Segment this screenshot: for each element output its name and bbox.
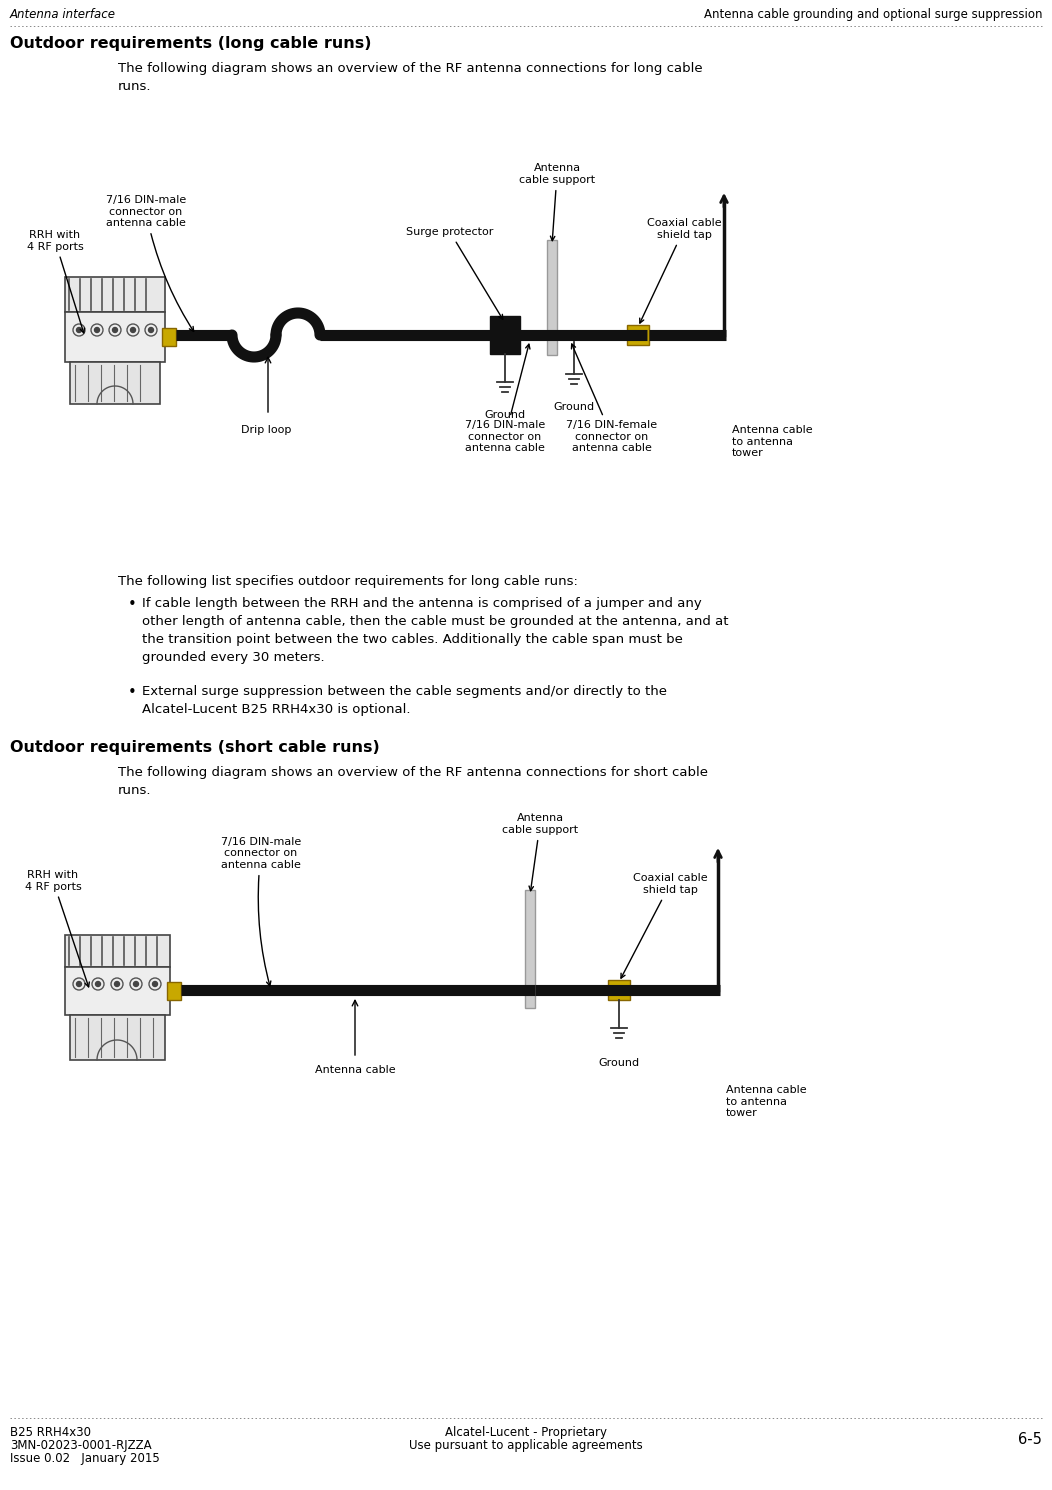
Bar	[490, 316, 520, 355]
Text: Coaxial cable
shield tap: Coaxial cable shield tap	[621, 873, 707, 977]
Text: Ground: Ground	[553, 402, 594, 413]
Text: Alcatel-Lucent - Proprietary: Alcatel-Lucent - Proprietary	[445, 1426, 607, 1439]
Text: Antenna cable grounding and optional surge suppression: Antenna cable grounding and optional sur…	[704, 7, 1041, 21]
Text: RRH with
4 RF ports: RRH with 4 RF ports	[24, 870, 89, 986]
Text: 7/16 DIN-male
connector on
antenna cable: 7/16 DIN-male connector on antenna cable	[465, 344, 545, 453]
Text: The following diagram shows an overview of the RF antenna connections for short : The following diagram shows an overview …	[118, 766, 708, 797]
Text: Antenna cable: Antenna cable	[315, 1065, 396, 1074]
Text: The following diagram shows an overview of the RF antenna connections for long c: The following diagram shows an overview …	[118, 63, 703, 92]
Text: Surge protector: Surge protector	[406, 226, 503, 319]
Circle shape	[77, 328, 81, 332]
Text: Antenna
cable support: Antenna cable support	[519, 164, 595, 241]
Text: The following list specifies outdoor requirements for long cable runs:: The following list specifies outdoor req…	[118, 575, 578, 589]
Bar	[65, 936, 170, 967]
Text: Ground: Ground	[599, 1058, 640, 1068]
Bar	[608, 980, 630, 1000]
Text: 3MN-02023-0001-RJZZA: 3MN-02023-0001-RJZZA	[11, 1439, 151, 1451]
Circle shape	[134, 982, 139, 986]
Circle shape	[148, 328, 154, 332]
Text: External surge suppression between the cable segments and/or directly to the
Alc: External surge suppression between the c…	[142, 685, 667, 717]
Bar	[547, 240, 557, 355]
Bar	[162, 328, 176, 346]
Circle shape	[130, 328, 136, 332]
Bar	[525, 890, 535, 1009]
Text: •: •	[128, 685, 137, 700]
Text: Coaxial cable
shield tap: Coaxial cable shield tap	[640, 219, 722, 323]
Bar	[70, 1015, 165, 1059]
Bar	[65, 277, 165, 311]
Circle shape	[113, 328, 118, 332]
Circle shape	[153, 982, 158, 986]
Bar	[167, 982, 181, 1000]
Text: Antenna interface: Antenna interface	[11, 7, 116, 21]
Text: Issue 0.02   January 2015: Issue 0.02 January 2015	[11, 1451, 160, 1465]
Text: •: •	[128, 597, 137, 612]
Text: Antenna cable
to antenna
tower: Antenna cable to antenna tower	[732, 425, 812, 459]
Text: Antenna cable
to antenna
tower: Antenna cable to antenna tower	[726, 1085, 807, 1118]
Text: 7/16 DIN-male
connector on
antenna cable: 7/16 DIN-male connector on antenna cable	[106, 195, 194, 331]
Text: Antenna
cable support: Antenna cable support	[502, 814, 578, 891]
Text: Outdoor requirements (short cable runs): Outdoor requirements (short cable runs)	[11, 741, 380, 755]
Circle shape	[77, 982, 81, 986]
Circle shape	[95, 328, 100, 332]
Text: RRH with
4 RF ports: RRH with 4 RF ports	[26, 229, 84, 332]
Bar	[70, 362, 160, 404]
Text: 7/16 DIN-male
connector on
antenna cable: 7/16 DIN-male connector on antenna cable	[221, 837, 301, 986]
Circle shape	[115, 982, 120, 986]
Text: Outdoor requirements (long cable runs): Outdoor requirements (long cable runs)	[11, 36, 371, 51]
Text: B25 RRH4x30: B25 RRH4x30	[11, 1426, 92, 1439]
Text: Use pursuant to applicable agreements: Use pursuant to applicable agreements	[409, 1439, 643, 1451]
Bar	[627, 325, 649, 346]
Bar	[65, 967, 170, 1015]
Text: Drip loop: Drip loop	[241, 425, 291, 435]
Text: Ground: Ground	[484, 410, 526, 420]
Circle shape	[96, 982, 101, 986]
Text: If cable length between the RRH and the antenna is comprised of a jumper and any: If cable length between the RRH and the …	[142, 597, 728, 665]
Text: 7/16 DIN-female
connector on
antenna cable: 7/16 DIN-female connector on antenna cab…	[566, 344, 658, 453]
Bar	[65, 311, 165, 362]
Text: 6-5: 6-5	[1018, 1432, 1041, 1447]
